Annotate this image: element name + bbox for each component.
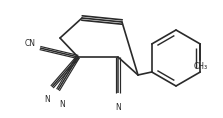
Text: CN: CN: [25, 40, 36, 48]
Text: N: N: [59, 100, 65, 109]
Text: N: N: [44, 95, 50, 104]
Text: N: N: [115, 103, 121, 112]
Text: CH₃: CH₃: [193, 62, 207, 71]
